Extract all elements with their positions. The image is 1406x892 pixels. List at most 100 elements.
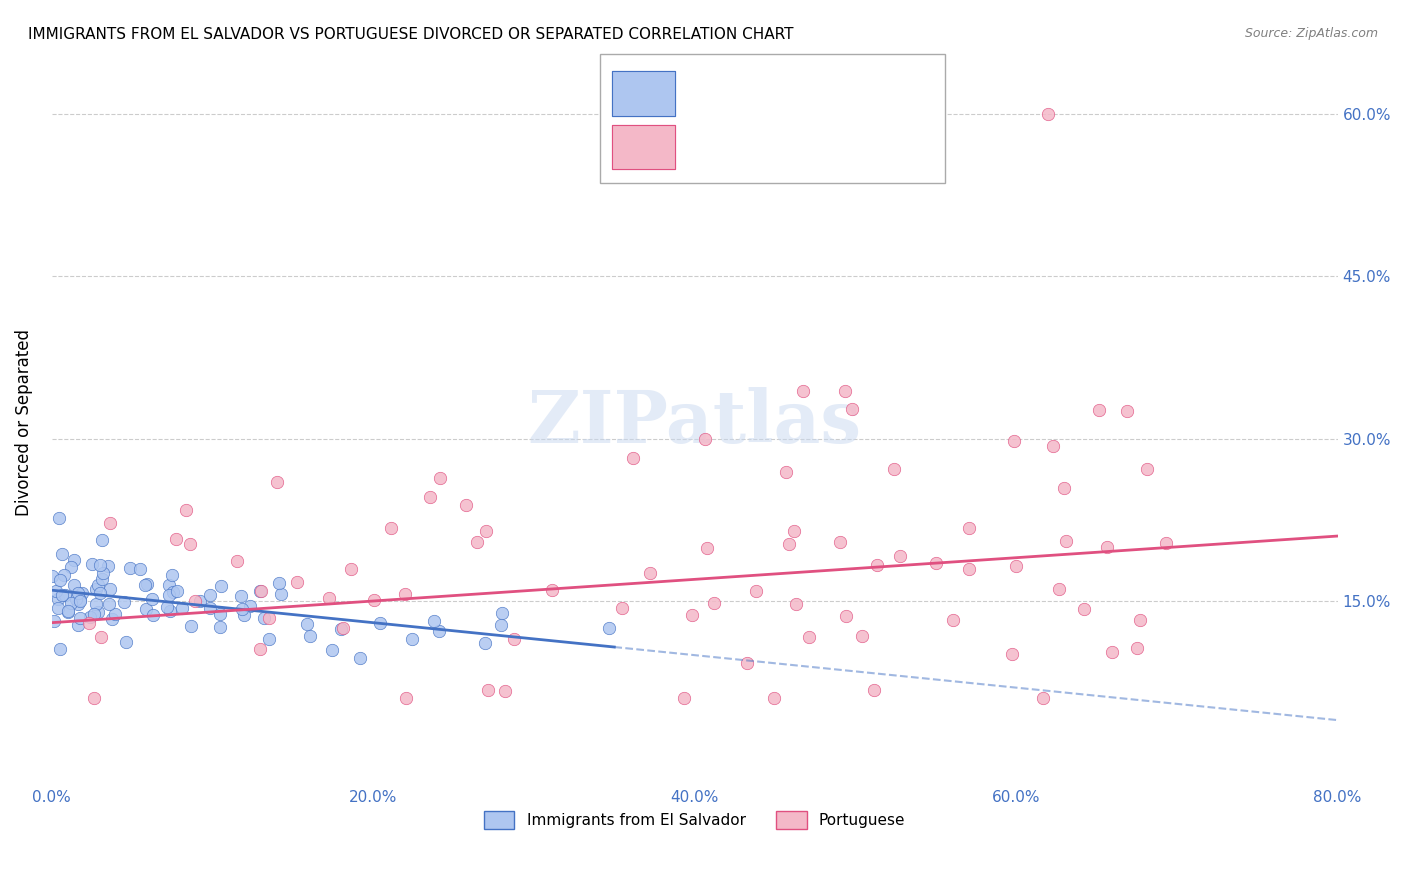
Point <box>494 683 516 698</box>
Point <box>97 598 120 612</box>
Point <box>114 595 136 609</box>
Point <box>69 594 91 608</box>
Point <box>598 621 620 635</box>
Point <box>1115 403 1137 417</box>
Point <box>83 607 105 621</box>
Point <box>299 629 322 643</box>
Point <box>257 632 280 646</box>
Point <box>1002 434 1025 448</box>
Point <box>672 691 695 706</box>
Point <box>474 635 496 649</box>
Point <box>475 524 498 538</box>
Legend: Immigrants from El Salvador, Portuguese: Immigrants from El Salvador, Portuguese <box>478 805 911 836</box>
Point <box>419 490 441 504</box>
Point <box>394 586 416 600</box>
Point <box>91 572 114 586</box>
Text: R =  0.162   N = 78: R = 0.162 N = 78 <box>685 136 834 150</box>
Point <box>69 592 91 607</box>
Point <box>160 567 183 582</box>
Point <box>797 630 820 644</box>
Point <box>115 634 138 648</box>
Point <box>128 562 150 576</box>
Point <box>792 384 814 398</box>
Point <box>489 618 512 632</box>
Point <box>380 521 402 535</box>
Point <box>429 471 451 485</box>
Point <box>66 618 89 632</box>
Point <box>66 598 89 612</box>
Point <box>162 584 184 599</box>
Point <box>156 600 179 615</box>
Point <box>851 629 873 643</box>
Point <box>1032 691 1054 706</box>
Point <box>82 558 104 572</box>
Point <box>783 524 806 538</box>
Point <box>883 462 905 476</box>
Point <box>778 537 800 551</box>
Point <box>1126 640 1149 655</box>
Point <box>1095 540 1118 554</box>
Point <box>184 593 207 607</box>
Point <box>925 556 948 570</box>
Point <box>118 561 141 575</box>
Point <box>90 631 112 645</box>
Point <box>104 607 127 621</box>
Point <box>502 632 524 647</box>
Point <box>83 691 105 706</box>
Point <box>454 498 477 512</box>
Point <box>62 553 84 567</box>
Point <box>1087 403 1109 417</box>
Point <box>477 683 499 698</box>
Point <box>942 614 965 628</box>
Point <box>640 566 662 580</box>
Point <box>363 592 385 607</box>
Point <box>100 582 122 597</box>
Point <box>100 516 122 530</box>
Text: Source: ZipAtlas.com: Source: ZipAtlas.com <box>1244 27 1378 40</box>
Point <box>253 611 276 625</box>
Point <box>866 558 889 573</box>
Point <box>141 591 163 606</box>
Point <box>157 588 180 602</box>
Point <box>693 432 716 446</box>
Point <box>267 575 290 590</box>
Point <box>60 596 83 610</box>
Point <box>249 642 271 657</box>
Point <box>1101 645 1123 659</box>
Point <box>249 584 271 599</box>
Point <box>136 576 159 591</box>
Point <box>1005 558 1028 573</box>
Point <box>830 535 852 549</box>
Point <box>321 642 343 657</box>
Point <box>72 586 94 600</box>
Point <box>46 600 69 615</box>
Point <box>84 582 107 596</box>
Point <box>1129 613 1152 627</box>
Point <box>56 604 79 618</box>
Point <box>285 575 308 590</box>
Point <box>1042 439 1064 453</box>
Point <box>53 588 76 602</box>
Point <box>226 554 249 568</box>
Point <box>957 520 980 534</box>
Point <box>157 578 180 592</box>
Point <box>862 682 884 697</box>
Point <box>1001 648 1024 662</box>
Point <box>79 616 101 631</box>
Point <box>174 503 197 517</box>
Point <box>368 616 391 631</box>
Point <box>84 597 107 611</box>
Point <box>1136 462 1159 476</box>
Point <box>93 566 115 580</box>
Point <box>762 691 785 706</box>
Point <box>91 533 114 548</box>
Point <box>179 537 201 551</box>
Point <box>1038 107 1060 121</box>
Point <box>395 691 418 706</box>
Point <box>735 657 758 671</box>
Point <box>423 615 446 629</box>
Point <box>66 586 89 600</box>
Point <box>249 584 271 599</box>
Point <box>1047 582 1070 596</box>
Point <box>465 535 488 549</box>
